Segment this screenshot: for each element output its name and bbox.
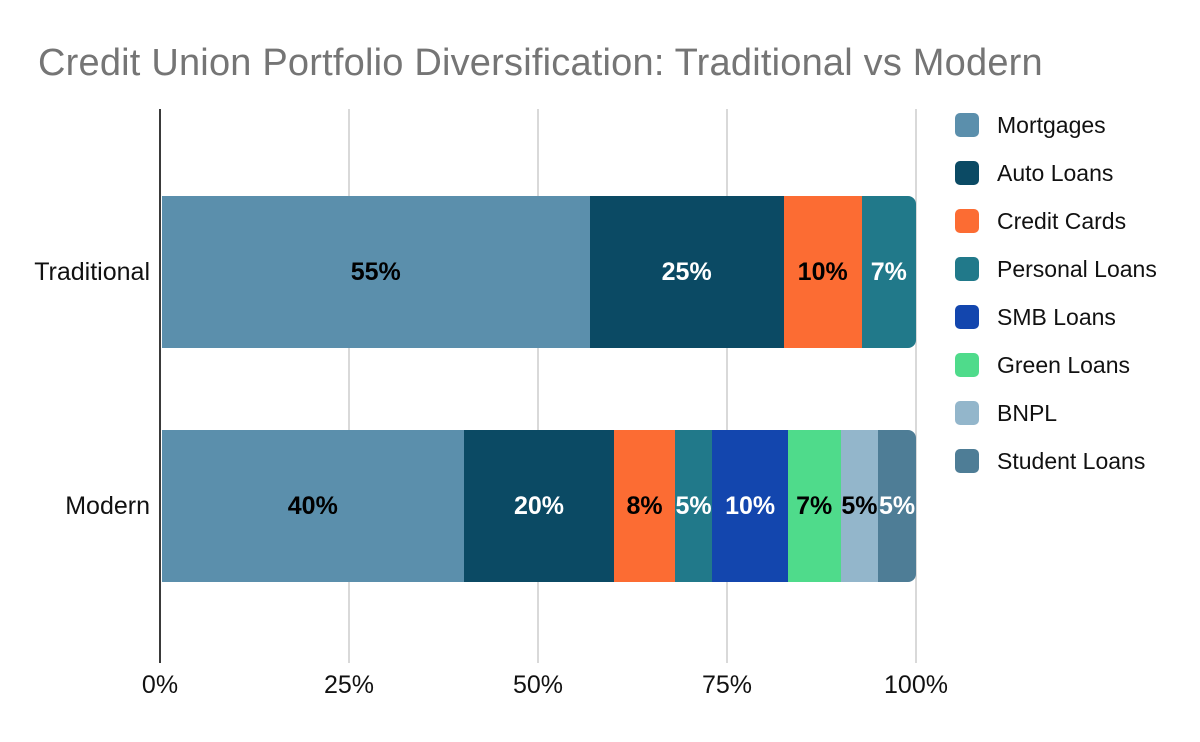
gridline-25- (348, 109, 350, 663)
legend-swatch-auto-loans (955, 161, 979, 185)
segment-modern-green-loans[interactable]: 7% (787, 430, 841, 582)
segment-label-modern-green-loans: 7% (796, 491, 833, 520)
segment-label-traditional-auto-loans: 25% (661, 257, 712, 286)
segment-label-modern-auto-loans: 20% (513, 491, 565, 520)
segment-label-traditional-mortgages: 55% (350, 257, 401, 286)
legend-item-bnpl[interactable]: BNPL (955, 389, 1157, 437)
segment-modern-bnpl[interactable]: 5% (840, 430, 879, 582)
legend-label-auto-loans: Auto Loans (997, 159, 1114, 186)
legend-swatch-student-loans (955, 449, 979, 473)
segment-traditional-auto-loans[interactable]: 25% (589, 196, 784, 348)
legend-swatch-mortgages (955, 113, 979, 137)
segment-modern-credit-cards[interactable]: 8% (614, 430, 675, 582)
legend-item-green-loans[interactable]: Green Loans (955, 341, 1157, 389)
legend-label-smb-loans: SMB Loans (997, 303, 1116, 330)
x-tick-label-50-: 50% (512, 671, 564, 699)
segment-modern-mortgages[interactable]: 40% (162, 430, 464, 582)
segment-label-modern-mortgages: 40% (287, 491, 338, 520)
bar-traditional: 55% 25% 10% 7% (162, 196, 916, 348)
segment-label-traditional-personal-loans: 7% (870, 257, 907, 286)
legend-item-smb-loans[interactable]: SMB Loans (955, 293, 1157, 341)
legend-item-student-loans[interactable]: Student Loans (955, 437, 1157, 485)
x-tick-label-100-: 100% (884, 671, 948, 699)
legend-label-personal-loans: Personal Loans (997, 255, 1157, 282)
category-label-traditional: Traditional (34, 258, 150, 286)
legend-item-mortgages[interactable]: Mortgages (955, 101, 1157, 149)
segment-label-modern-student-loans: 5% (879, 491, 916, 520)
gridline-75- (726, 109, 728, 663)
x-tick-label-0-: 0% (141, 671, 179, 699)
segment-modern-smb-loans[interactable]: 10% (712, 430, 788, 582)
segment-label-traditional-credit-cards: 10% (797, 257, 848, 286)
legend-swatch-personal-loans (955, 257, 979, 281)
segment-traditional-mortgages[interactable]: 55% (162, 196, 590, 348)
legend-label-student-loans: Student Loans (997, 447, 1146, 474)
plot-area: 55% 25% 10% 7% 40% 20% 8% 5% 10% 7% 5% 5% (159, 109, 917, 663)
segment-modern-auto-loans[interactable]: 20% (463, 430, 615, 582)
gridline-50- (537, 109, 539, 663)
segment-label-modern-personal-loans: 5% (675, 491, 712, 520)
legend-label-green-loans: Green Loans (997, 351, 1130, 378)
legend-swatch-credit-cards (955, 209, 979, 233)
segment-traditional-personal-loans[interactable]: 7% (861, 196, 916, 348)
legend-swatch-bnpl (955, 401, 979, 425)
x-tick-label-25-: 25% (323, 671, 375, 699)
legend-label-bnpl: BNPL (997, 399, 1058, 426)
category-label-modern: Modern (65, 492, 150, 520)
legend-item-credit-cards[interactable]: Credit Cards (955, 197, 1157, 245)
bar-modern: 40% 20% 8% 5% 10% 7% 5% 5% (162, 430, 916, 582)
legend-item-auto-loans[interactable]: Auto Loans (955, 149, 1157, 197)
legend-label-credit-cards: Credit Cards (997, 207, 1127, 234)
legend-swatch-green-loans (955, 353, 979, 377)
legend-label-mortgages: Mortgages (997, 111, 1106, 138)
legend-item-personal-loans[interactable]: Personal Loans (955, 245, 1157, 293)
legend-swatch-smb-loans (955, 305, 979, 329)
x-tick-label-75-: 75% (701, 671, 753, 699)
segment-label-modern-smb-loans: 10% (725, 491, 776, 520)
gridline-100- (915, 109, 917, 663)
segment-modern-personal-loans[interactable]: 5% (674, 430, 713, 582)
segment-traditional-credit-cards[interactable]: 10% (783, 196, 862, 348)
segment-label-modern-bnpl: 5% (841, 491, 878, 520)
chart-title: Credit Union Portfolio Diversification: … (38, 42, 1043, 84)
legend: Mortgages Auto Loans Credit Cards Personal … (955, 101, 1157, 485)
segment-modern-student-loans[interactable]: 5% (878, 430, 916, 582)
y-axis-line (159, 109, 161, 663)
segment-label-modern-credit-cards: 8% (626, 491, 663, 520)
